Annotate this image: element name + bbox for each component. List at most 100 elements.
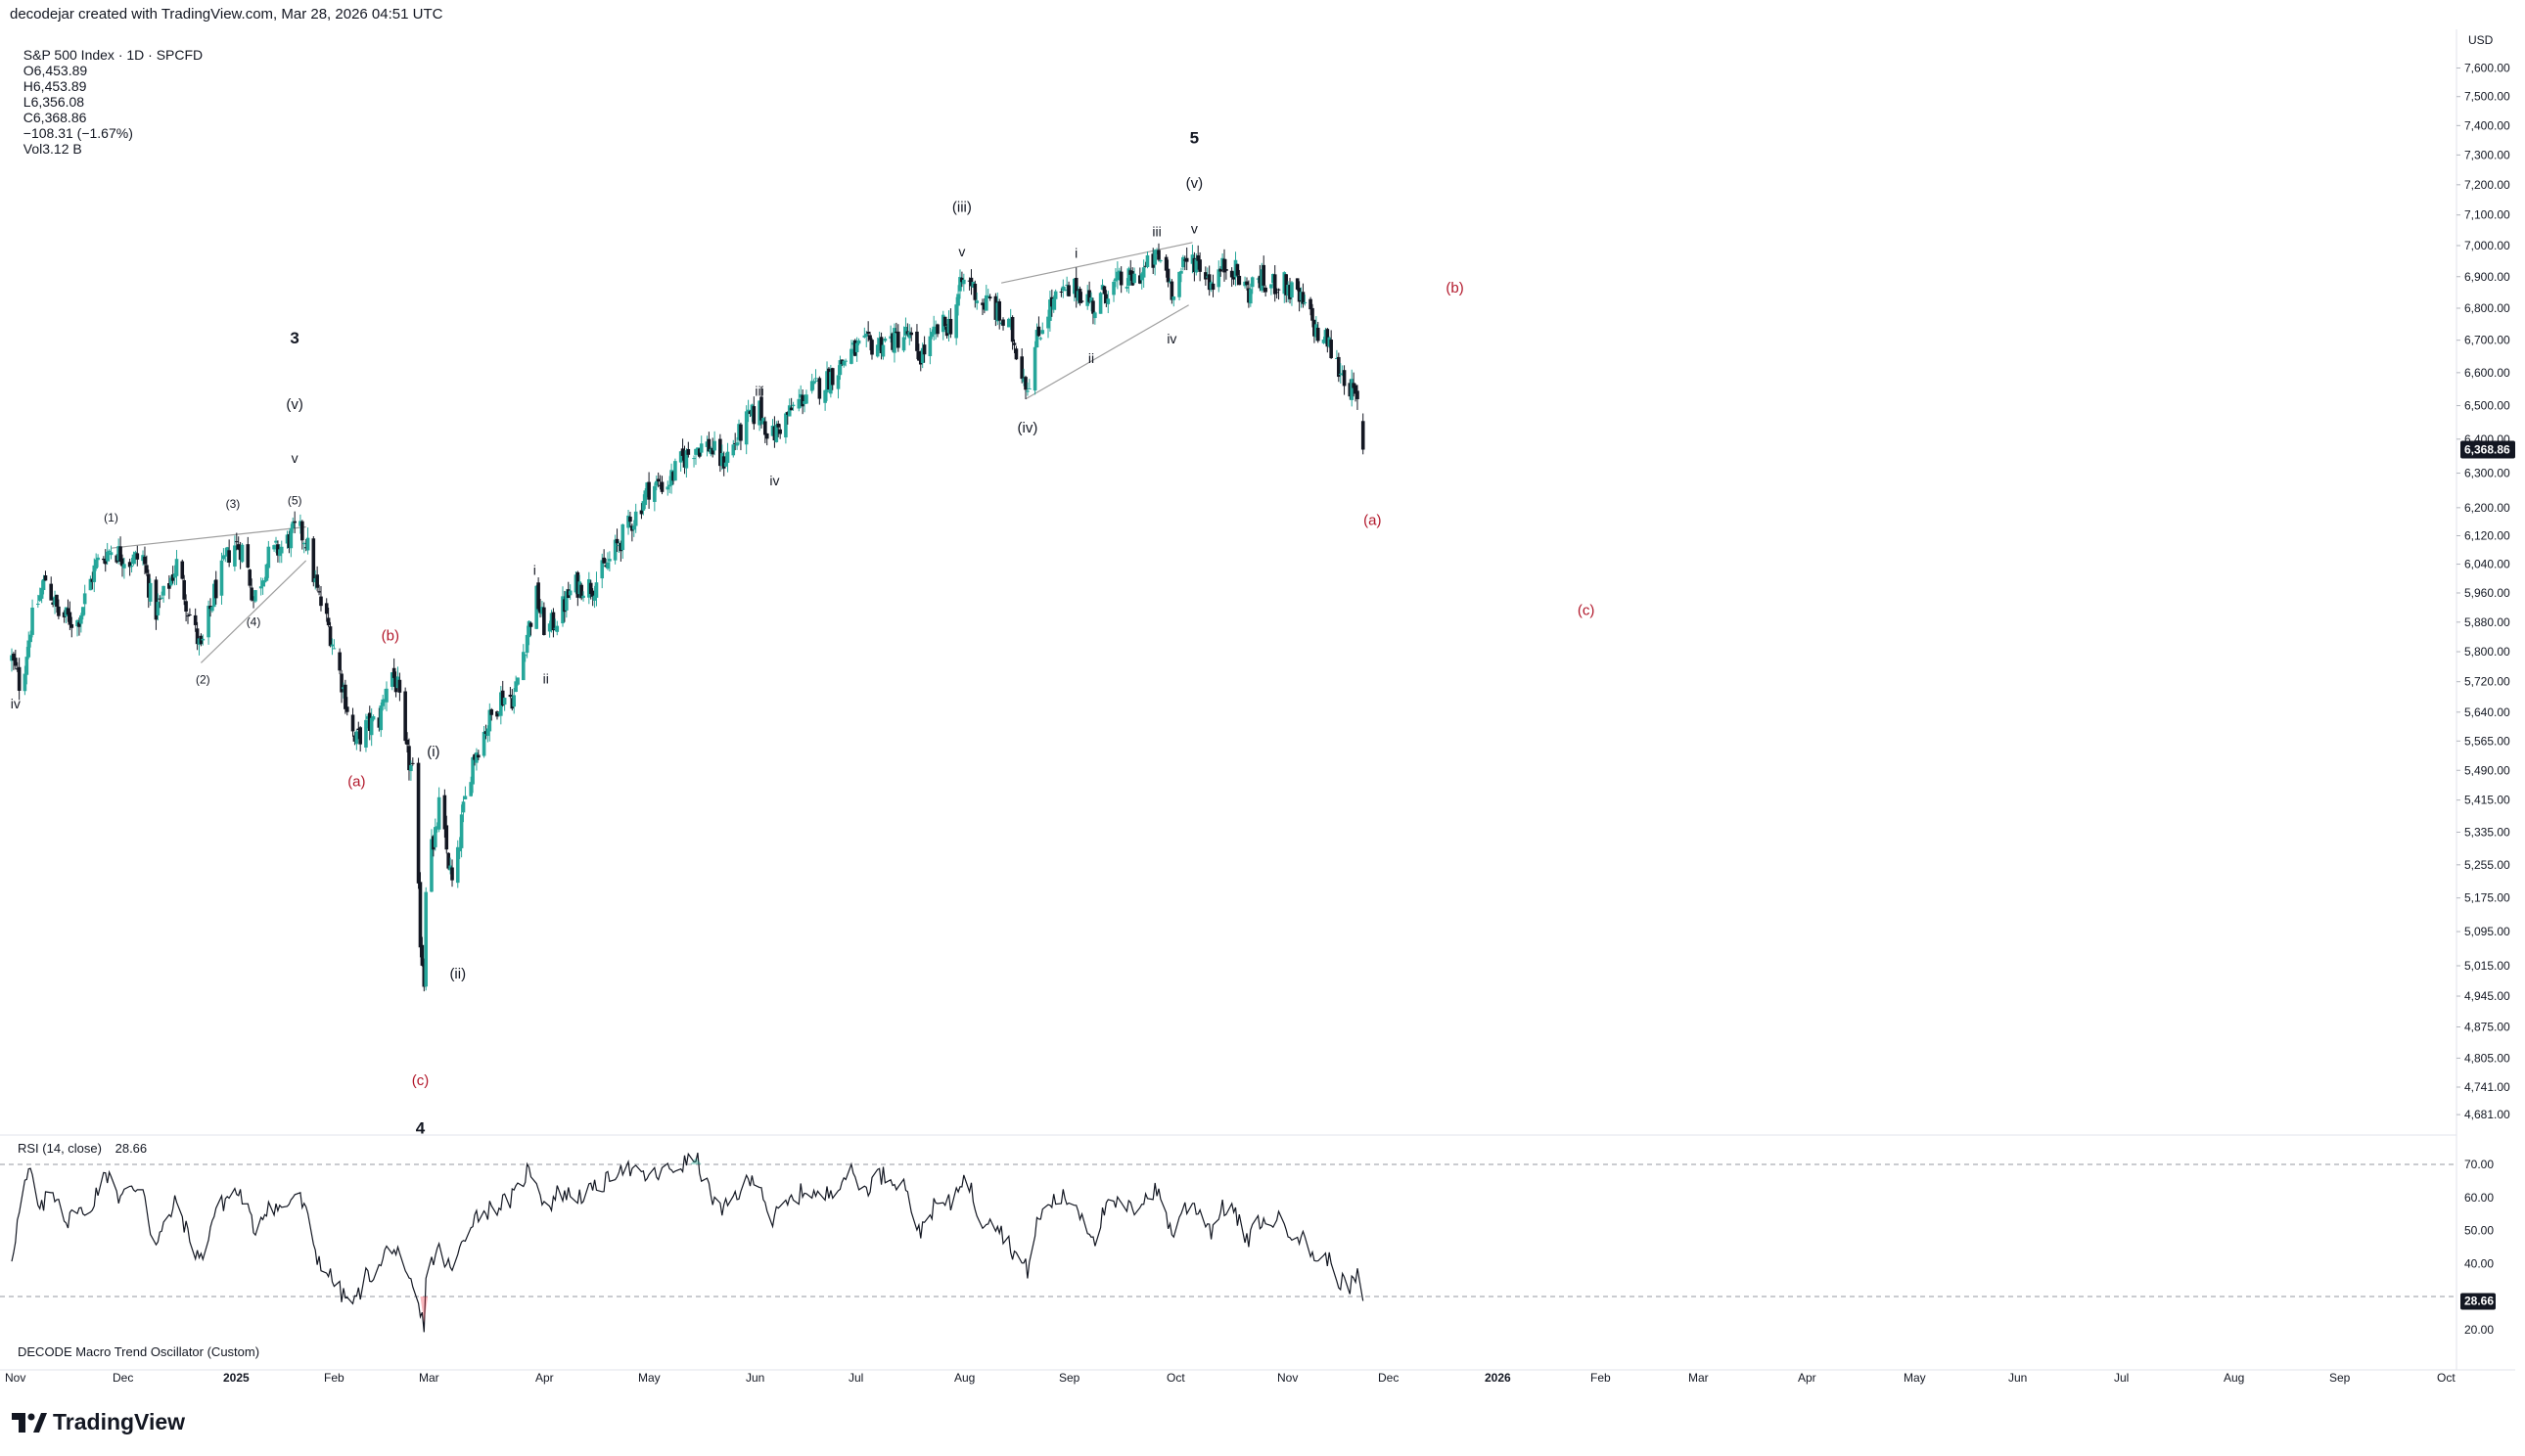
candle[interactable]: [1155, 248, 1159, 254]
candle[interactable]: [617, 540, 621, 554]
candle[interactable]: [1338, 363, 1343, 384]
candle[interactable]: [1063, 287, 1068, 292]
candle[interactable]: [28, 630, 32, 648]
candle[interactable]: [1001, 317, 1005, 331]
candle[interactable]: [146, 569, 151, 609]
candle[interactable]: [168, 575, 173, 587]
candle[interactable]: [735, 436, 739, 450]
candle[interactable]: [487, 703, 492, 742]
candle[interactable]: [856, 338, 861, 345]
candle[interactable]: [889, 325, 893, 343]
candle[interactable]: [1192, 251, 1197, 282]
candle[interactable]: [1076, 286, 1080, 304]
candle[interactable]: [1087, 281, 1091, 304]
candle[interactable]: [942, 316, 947, 330]
candle[interactable]: [1321, 337, 1326, 344]
candle[interactable]: [250, 578, 253, 602]
candle[interactable]: [407, 738, 411, 781]
candle[interactable]: [791, 401, 796, 411]
candle[interactable]: [944, 323, 949, 340]
candle[interactable]: [1040, 322, 1045, 335]
candle[interactable]: [326, 608, 331, 627]
candle[interactable]: [907, 324, 912, 345]
candle[interactable]: [1247, 280, 1251, 308]
candle[interactable]: [620, 523, 625, 560]
candle[interactable]: [390, 671, 394, 691]
candle[interactable]: [993, 293, 998, 327]
candle[interactable]: [849, 340, 853, 365]
candle[interactable]: [358, 726, 362, 752]
candle[interactable]: [555, 620, 560, 636]
candle[interactable]: [436, 787, 441, 833]
candle[interactable]: [549, 610, 554, 633]
candle[interactable]: [182, 574, 186, 606]
candle[interactable]: [1125, 278, 1129, 293]
candle[interactable]: [1098, 292, 1103, 314]
candle[interactable]: [64, 607, 69, 623]
candle[interactable]: [699, 435, 704, 456]
candle[interactable]: [752, 396, 757, 431]
candle[interactable]: [1157, 243, 1161, 262]
candle[interactable]: [328, 621, 333, 648]
candle[interactable]: [1327, 336, 1332, 348]
candle[interactable]: [252, 596, 255, 609]
candle[interactable]: [516, 677, 520, 686]
candle[interactable]: [803, 394, 806, 413]
candle[interactable]: [1100, 279, 1105, 291]
candle[interactable]: [96, 554, 100, 568]
candle[interactable]: [1089, 292, 1093, 312]
candle[interactable]: [279, 540, 284, 564]
candle[interactable]: [53, 590, 57, 614]
candle[interactable]: [514, 675, 518, 693]
candle[interactable]: [352, 732, 357, 746]
candle[interactable]: [680, 438, 685, 461]
candle[interactable]: [568, 584, 573, 600]
candle[interactable]: [1217, 260, 1221, 293]
candle[interactable]: [1184, 247, 1189, 271]
candle[interactable]: [332, 639, 337, 650]
candle[interactable]: [41, 574, 46, 595]
candle[interactable]: [1260, 262, 1264, 293]
candle[interactable]: [686, 441, 691, 458]
candle[interactable]: [633, 503, 638, 533]
candle[interactable]: [1126, 266, 1131, 294]
candle[interactable]: [364, 713, 368, 752]
candle[interactable]: [1065, 276, 1069, 296]
candle[interactable]: [319, 586, 323, 612]
candle[interactable]: [719, 444, 724, 471]
candle[interactable]: [1350, 369, 1354, 407]
candle[interactable]: [403, 687, 407, 745]
wedge-line[interactable]: [111, 525, 306, 549]
candle[interactable]: [1205, 267, 1210, 279]
candle[interactable]: [409, 760, 413, 781]
candle[interactable]: [1074, 267, 1079, 308]
candle[interactable]: [1262, 255, 1266, 293]
candle[interactable]: [285, 530, 290, 549]
candle[interactable]: [1354, 383, 1357, 402]
symbol-legend[interactable]: S&P 500 Index · 1D · SPCFD O6,453.89 H6,…: [16, 31, 208, 157]
candle[interactable]: [107, 549, 112, 562]
candle[interactable]: [495, 710, 499, 720]
candle[interactable]: [534, 584, 538, 630]
candle[interactable]: [260, 577, 265, 595]
candle[interactable]: [66, 599, 70, 622]
candle[interactable]: [457, 837, 462, 859]
candle[interactable]: [1159, 259, 1163, 263]
candle[interactable]: [643, 488, 648, 510]
candle[interactable]: [1245, 277, 1249, 291]
candle[interactable]: [639, 503, 644, 520]
candle[interactable]: [473, 752, 477, 766]
candle[interactable]: [1270, 273, 1275, 286]
candle[interactable]: [197, 637, 202, 656]
candle[interactable]: [787, 398, 792, 417]
candle[interactable]: [718, 433, 722, 473]
candle[interactable]: [75, 618, 79, 637]
candle[interactable]: [24, 647, 29, 685]
candle[interactable]: [433, 818, 437, 851]
candle[interactable]: [1171, 296, 1176, 307]
candle[interactable]: [739, 422, 743, 451]
candle[interactable]: [1079, 292, 1084, 304]
candle[interactable]: [809, 373, 814, 394]
candle[interactable]: [1114, 268, 1118, 288]
rsi-line[interactable]: [11, 1152, 1364, 1333]
